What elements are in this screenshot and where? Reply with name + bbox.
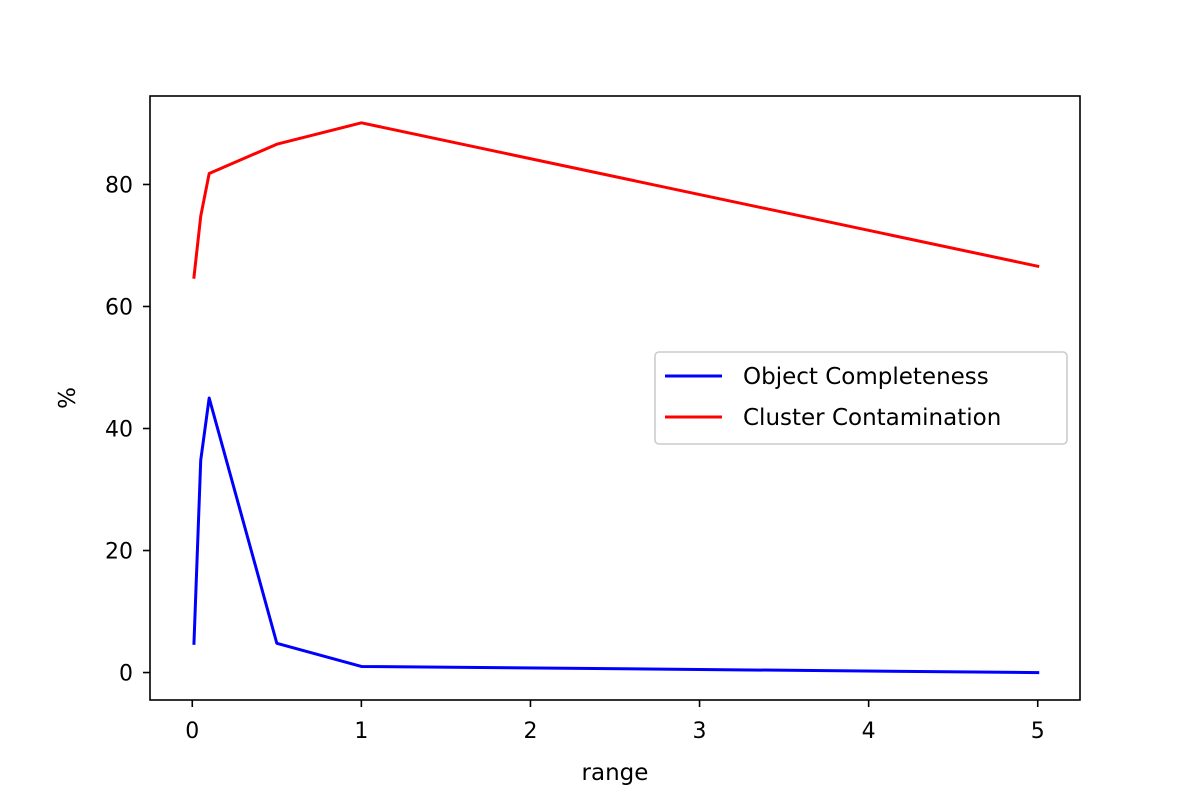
y-axis: 0 20 40 60 80 [105,173,150,687]
x-tick-label: 3 [693,719,707,744]
x-tick-label: 4 [862,719,876,744]
legend-label: Cluster Contamination [743,405,1001,431]
x-tick-label: 0 [185,719,199,744]
y-axis-label: % [55,387,81,409]
y-tick-label: 20 [105,540,133,565]
y-tick-label: 40 [105,418,133,443]
series-line-object-completeness [192,396,1040,675]
legend-label: Object Completeness [743,364,989,390]
x-tick-label: 1 [354,719,368,744]
y-tick-label: 60 [105,295,133,320]
y-tick-label: 0 [119,662,133,687]
x-axis: 0 1 2 3 4 5 [185,700,1045,744]
series-layer [192,121,1040,675]
x-axis-label: range [582,760,649,786]
legend: Object Completeness Cluster Contamination [654,351,1068,445]
plot-frame [149,95,1081,701]
y-tick-label: 80 [105,173,133,198]
x-tick-label: 5 [1031,719,1045,744]
legend-box [654,351,1068,445]
x-tick-label: 2 [523,719,537,744]
series-line-cluster-contamination [192,121,1040,279]
